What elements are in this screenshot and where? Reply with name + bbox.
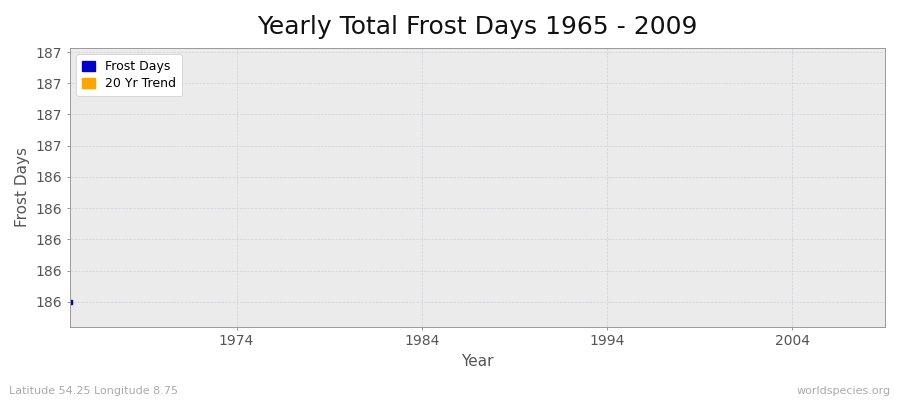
Text: worldspecies.org: worldspecies.org — [796, 386, 891, 396]
Legend: Frost Days, 20 Yr Trend: Frost Days, 20 Yr Trend — [76, 54, 182, 96]
Y-axis label: Frost Days: Frost Days — [15, 147, 30, 227]
Text: Latitude 54.25 Longitude 8.75: Latitude 54.25 Longitude 8.75 — [9, 386, 178, 396]
Title: Yearly Total Frost Days 1965 - 2009: Yearly Total Frost Days 1965 - 2009 — [257, 15, 698, 39]
X-axis label: Year: Year — [461, 354, 494, 369]
